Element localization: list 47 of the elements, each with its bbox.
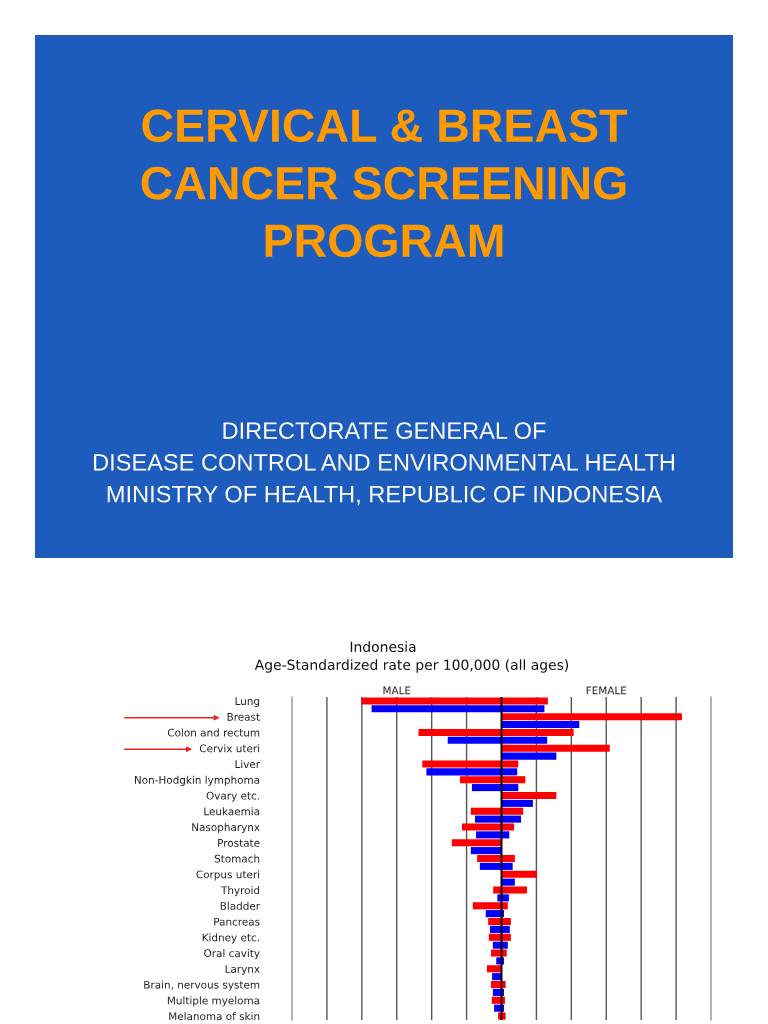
bar <box>501 744 610 752</box>
y-tick-label: Stomach <box>214 854 260 863</box>
series-label: MALE <box>383 686 411 695</box>
y-tick-label: Pancreas <box>214 917 260 926</box>
y-tick-label: Leukaemia <box>204 807 260 816</box>
y-tick-label: Nasopharynx <box>192 823 260 834</box>
series-label: FEMALE <box>586 686 627 695</box>
y-tick-label: Thyroid <box>220 886 260 897</box>
y-tick-label: Corpus uteri <box>196 870 260 881</box>
bar <box>486 965 502 973</box>
y-tick-label: Breast <box>227 713 260 721</box>
bar <box>501 721 580 729</box>
bar <box>492 973 502 981</box>
bar <box>501 791 557 800</box>
bar <box>492 988 502 996</box>
bar <box>501 1012 506 1020</box>
bar <box>496 957 502 965</box>
y-tick-label: Oral cavity <box>204 949 260 960</box>
chart-subtitle: Age-Standardized rate per 100,000 (all ages) <box>254 659 569 673</box>
y-tick-label: Colon and rectum <box>167 728 260 737</box>
y-tick-label: Larynx <box>225 965 260 975</box>
y-tick-label: Ovary etc. <box>206 791 259 802</box>
y-tick-label: Melanoma of skin <box>169 1012 260 1021</box>
text: CERVICAL & BREAST CANCER SCREENING PROGRAM <box>141 109 627 258</box>
bar <box>501 752 557 760</box>
bar <box>470 847 502 855</box>
y-tick-label: Brain, nervous system <box>144 980 260 991</box>
bar <box>501 878 515 886</box>
bar <box>494 1004 502 1012</box>
y-tick-label: Liver <box>235 760 261 769</box>
bar <box>451 839 502 847</box>
bar <box>501 894 509 902</box>
chart-title: Indonesia <box>350 641 416 653</box>
y-tick-label: Cervix uteri <box>199 744 260 753</box>
y-tick-label: Non-Hodgkin lymphoma <box>134 775 260 786</box>
bar <box>501 870 538 878</box>
bar <box>491 996 502 1004</box>
y-tick-label: Bladder <box>220 901 261 910</box>
y-tick-label: Lung <box>235 697 260 708</box>
bar <box>485 910 502 918</box>
bar <box>501 713 682 721</box>
y-tick-label: Kidney etc. <box>202 933 259 944</box>
bar <box>491 981 502 989</box>
y-tick-label: Multiple myeloma <box>167 996 260 1007</box>
bar <box>501 799 533 807</box>
y-tick-label: Prostate <box>218 839 260 847</box>
text: DIRECTORATE GENERAL OF DISEASE CONTROL AND ENVIRONMENTAL HEALTH MINISTRY OF HEALTH, REPUBLIC OF INDONESIA <box>94 422 674 506</box>
